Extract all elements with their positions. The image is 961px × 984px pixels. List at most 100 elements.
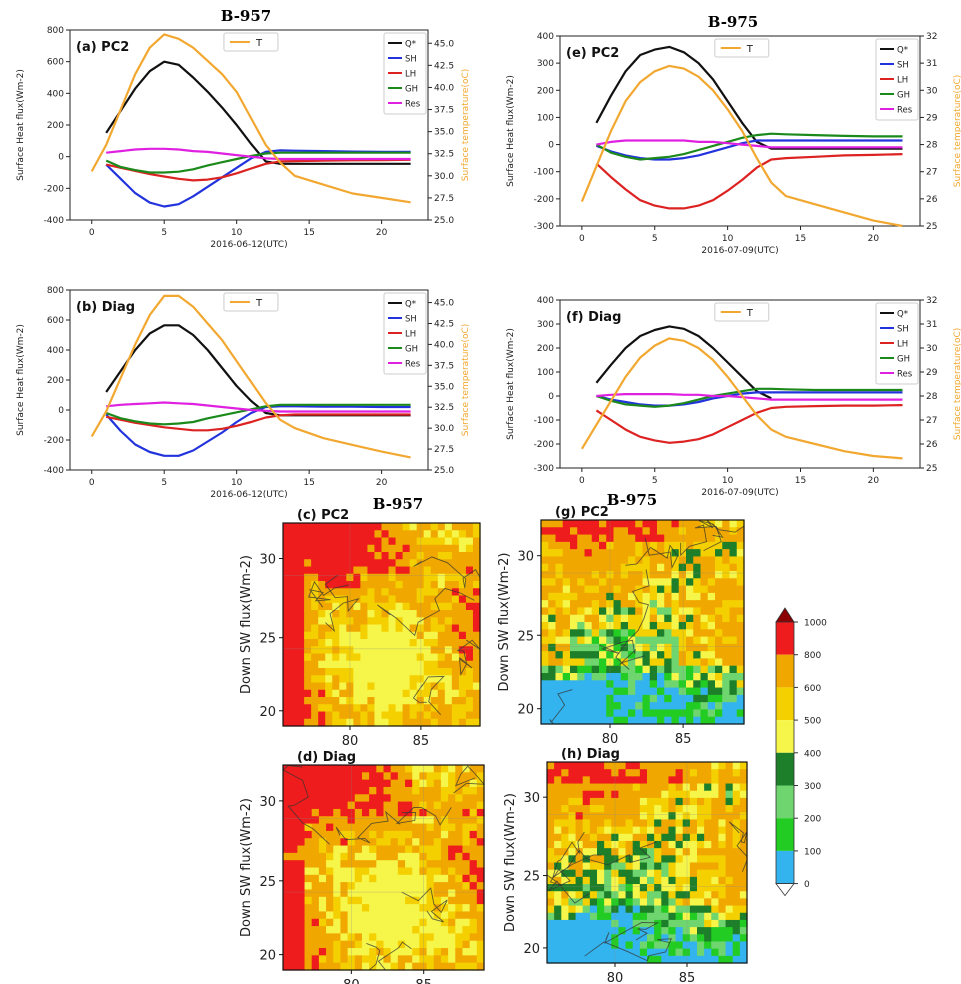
flux-cell xyxy=(369,765,377,773)
flux-cell xyxy=(620,527,629,536)
flux-cell xyxy=(649,709,658,718)
flux-cell xyxy=(455,926,464,934)
flux-cell xyxy=(562,585,571,594)
flux-cell xyxy=(326,904,334,913)
flux-cell xyxy=(388,602,397,611)
series-line-lh xyxy=(105,158,411,182)
flux-cell xyxy=(430,646,439,655)
flux-cell xyxy=(577,622,586,630)
flux-cell xyxy=(369,794,377,803)
flux-cell xyxy=(423,697,432,705)
flux-cell xyxy=(354,896,363,905)
flux-cell xyxy=(642,571,651,579)
legend-box xyxy=(383,292,427,375)
flux-cell xyxy=(575,797,584,806)
flux-cell xyxy=(582,769,591,777)
flux-cell xyxy=(722,687,731,696)
flux-cell xyxy=(409,653,418,662)
flux-cell xyxy=(575,891,584,899)
flux-cell xyxy=(472,653,481,662)
flux-cell xyxy=(732,912,741,921)
flux-cell xyxy=(686,563,694,572)
flux-cell xyxy=(570,556,578,565)
flux-cell xyxy=(729,709,738,718)
flux-cell xyxy=(419,830,428,839)
flux-cell xyxy=(642,556,651,565)
flux-cell xyxy=(589,905,598,914)
flux-cell xyxy=(732,862,741,871)
flux-cell xyxy=(311,794,320,803)
flux-cell xyxy=(639,898,648,907)
flux-cell xyxy=(591,607,600,616)
flux-cell xyxy=(654,833,662,842)
flux-cell xyxy=(657,680,665,689)
flux-cell xyxy=(591,622,600,630)
flux-cell xyxy=(360,610,369,618)
flux-cell xyxy=(383,816,392,825)
x-tick-label: 15 xyxy=(795,476,806,486)
flux-cell xyxy=(318,852,327,861)
flux-cell xyxy=(707,694,716,703)
y2-tick-label: 25 xyxy=(926,222,937,232)
flux-cell xyxy=(353,639,361,647)
flux-cell xyxy=(642,629,651,638)
flux-cell xyxy=(333,904,342,913)
flux-cell xyxy=(562,680,571,689)
flux-cell xyxy=(599,607,607,616)
flux-cell xyxy=(440,882,449,891)
flux-cell xyxy=(283,668,291,676)
flux-cell xyxy=(625,934,634,943)
colorbar-arrow-top xyxy=(775,607,795,623)
flux-cell xyxy=(430,624,439,633)
flux-cell xyxy=(332,668,340,676)
flux-cell xyxy=(562,716,571,725)
flux-cell xyxy=(318,911,327,920)
flux-cell xyxy=(340,933,349,942)
flux-cell xyxy=(402,711,411,720)
flux-cell xyxy=(297,823,306,832)
flux-cell xyxy=(416,573,425,582)
flux-cell xyxy=(297,573,305,582)
flux-cell xyxy=(416,653,425,662)
flux-cell xyxy=(729,527,738,536)
series-line-t xyxy=(580,337,903,460)
flux-cell xyxy=(416,530,425,539)
y-tick-label: 400 xyxy=(47,346,64,356)
flux-cell xyxy=(562,694,571,703)
flux-cell xyxy=(668,840,677,849)
y-tick-label: 20 xyxy=(517,703,534,718)
flux-cell xyxy=(732,783,741,792)
flux-cell xyxy=(388,573,397,582)
flux-cell xyxy=(360,668,369,676)
flux-cell xyxy=(548,614,557,623)
flux-cell xyxy=(599,687,607,696)
flux-cell xyxy=(689,776,698,785)
flux-cell xyxy=(369,838,377,847)
flux-cell xyxy=(707,658,716,667)
flux-cell xyxy=(689,919,698,928)
flux-cell xyxy=(469,801,478,810)
flux-cell xyxy=(374,668,383,676)
flux-cell xyxy=(584,636,593,645)
flux-cell xyxy=(682,955,691,964)
legend-label: SH xyxy=(897,61,909,71)
flux-cell xyxy=(409,639,418,647)
flux-cell xyxy=(297,948,306,956)
flux-cell xyxy=(697,912,705,921)
flux-cell xyxy=(353,660,361,669)
flux-cell xyxy=(704,855,712,864)
flux-cell xyxy=(555,571,564,579)
flux-cell xyxy=(591,592,600,601)
flux-cell xyxy=(402,682,411,691)
flux-cell xyxy=(297,602,305,611)
legend-label: T xyxy=(746,308,754,319)
flux-cell xyxy=(311,816,320,825)
flux-cell xyxy=(729,563,738,572)
flux-cell xyxy=(541,658,549,667)
flux-cell xyxy=(722,563,731,572)
flux-cell xyxy=(297,610,305,618)
flux-cell xyxy=(290,668,298,676)
flux-cell xyxy=(541,607,549,616)
flux-cell xyxy=(283,530,291,539)
